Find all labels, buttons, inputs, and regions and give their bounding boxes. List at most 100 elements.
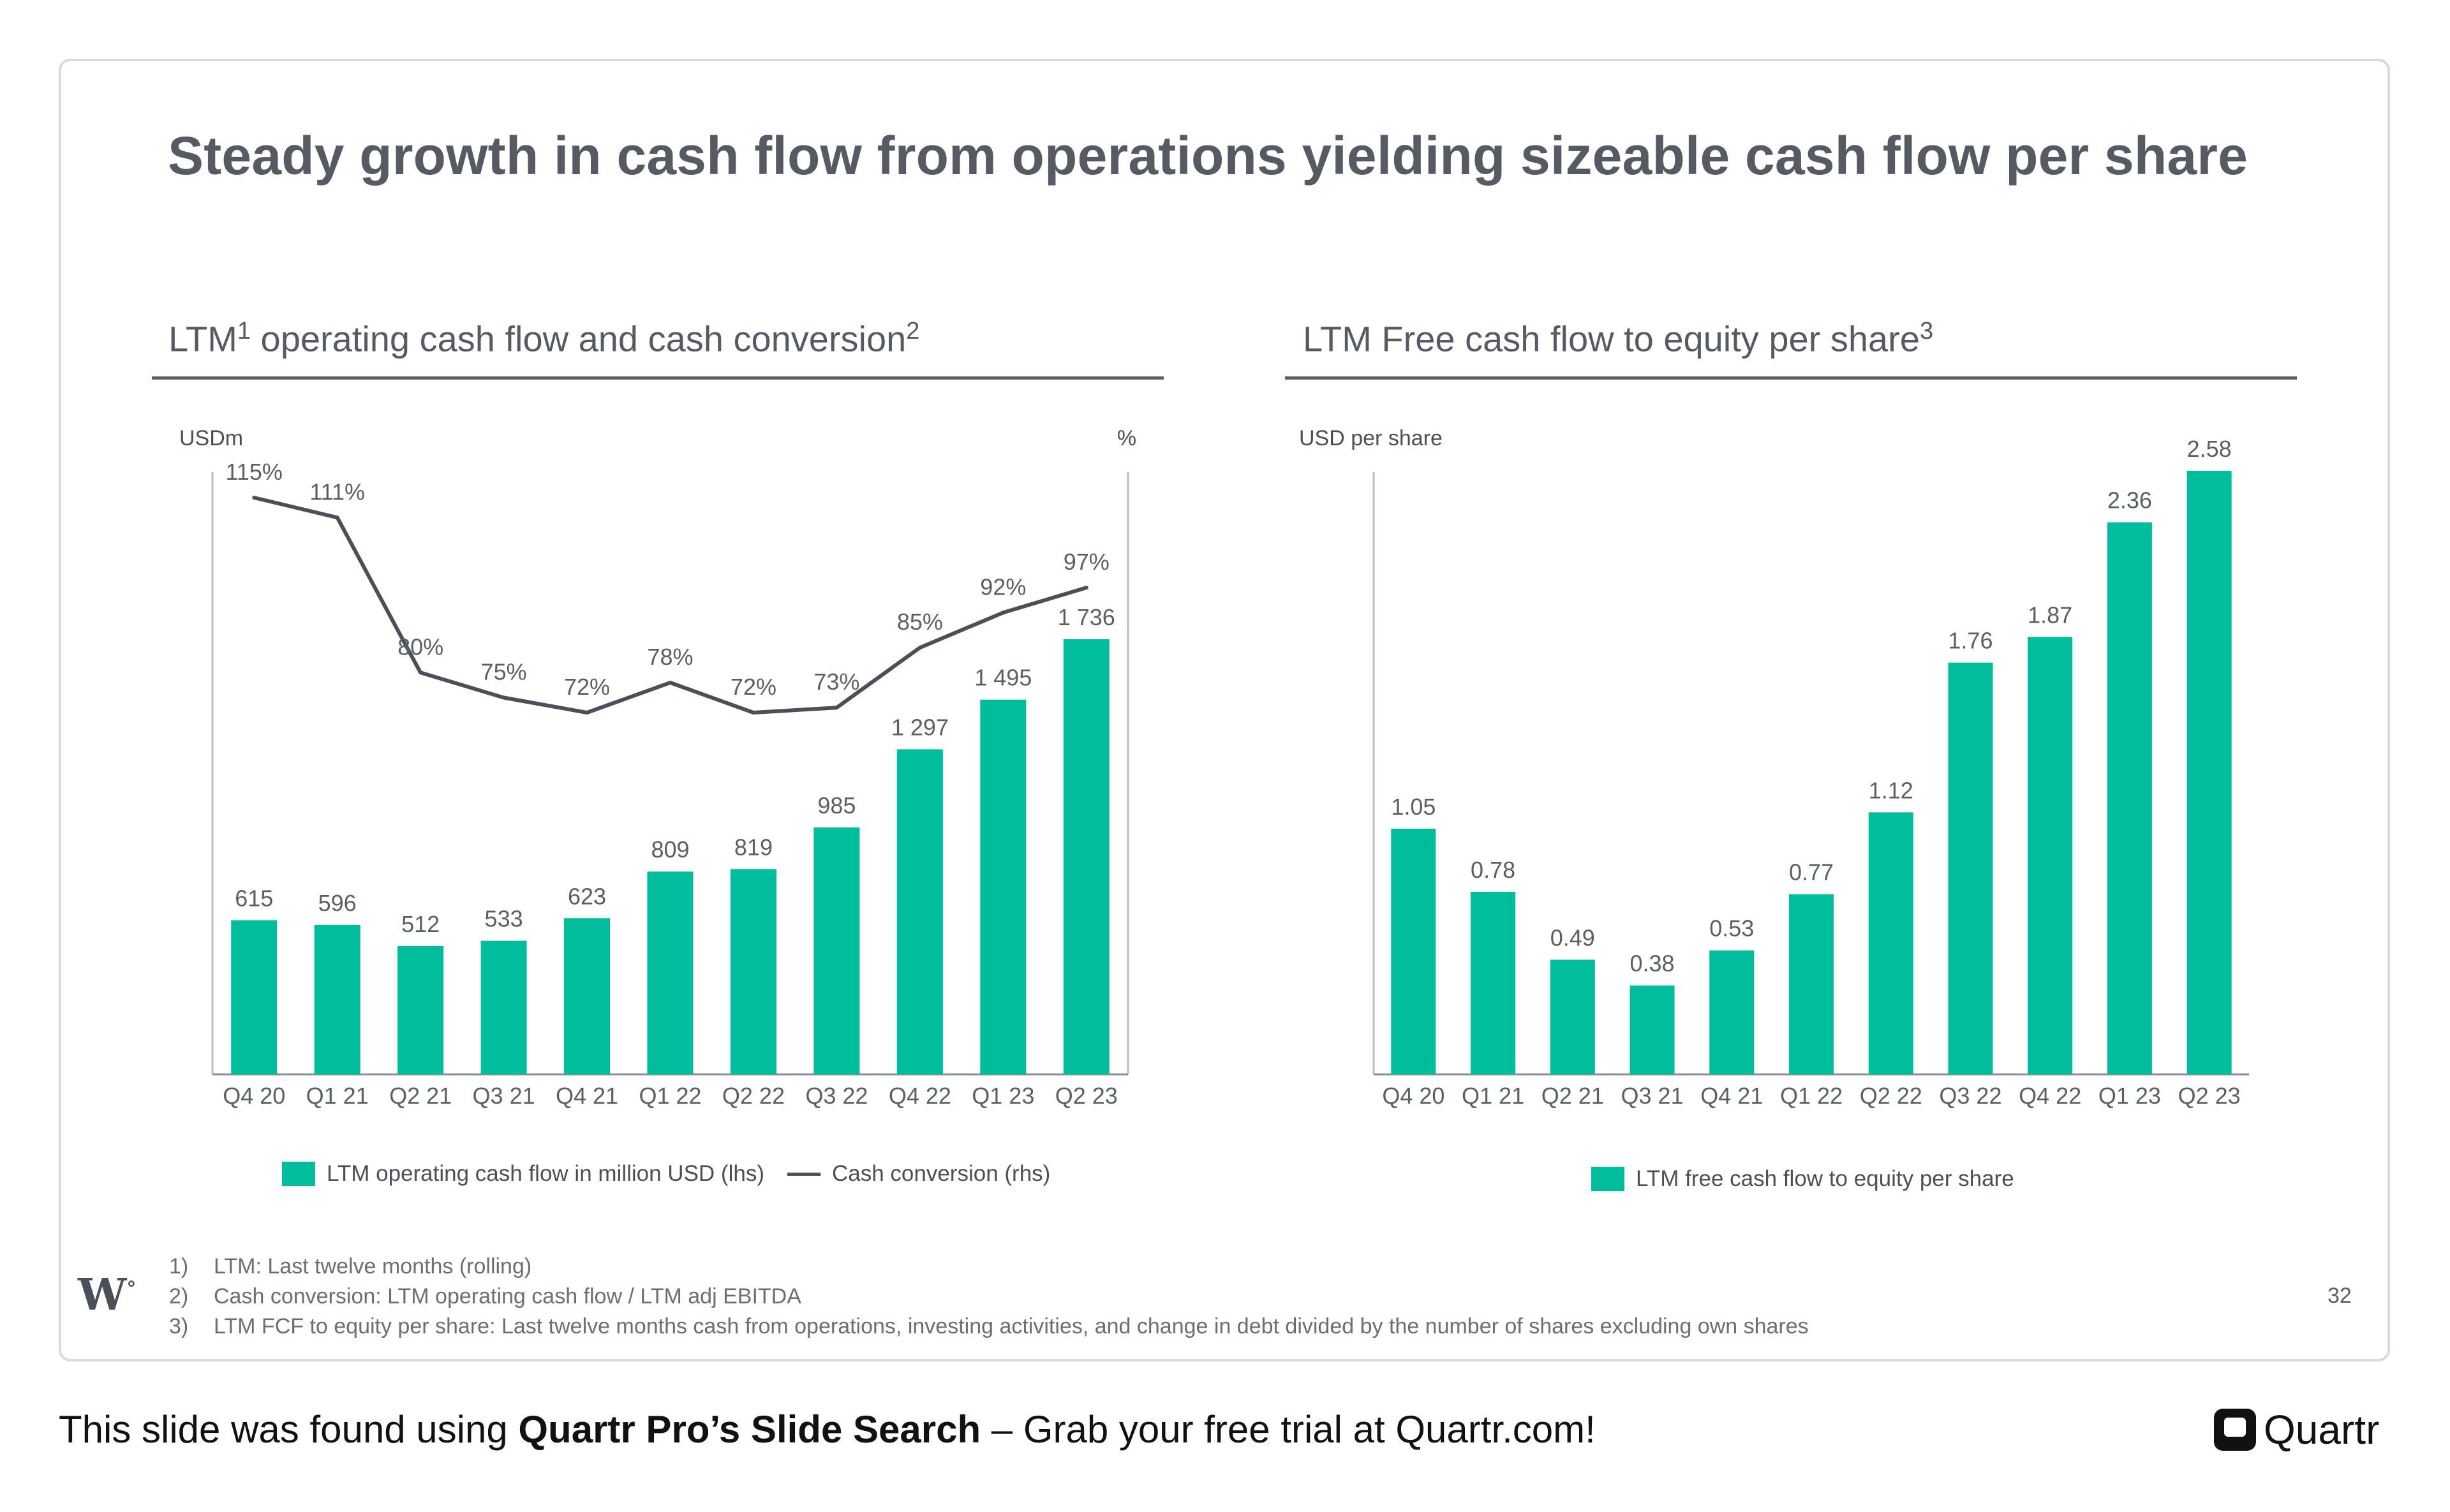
slide-title: Steady growth in cash flow from operatio… (168, 126, 2248, 186)
x-tick-label: Q3 21 (473, 1083, 535, 1109)
legend-line-swatch (787, 1172, 820, 1176)
footnote: 1) LTM: Last twelve months (rolling) (169, 1254, 532, 1279)
bar-value-label: 512 (401, 911, 440, 937)
bar-value-label: 1.05 (1391, 794, 1436, 820)
x-tick-label: Q4 21 (556, 1083, 618, 1109)
line-value-label: 111% (309, 478, 365, 505)
x-tick-label: Q1 21 (306, 1083, 369, 1109)
right-chart-unit: USD per share (1299, 426, 1443, 450)
line-point (1084, 586, 1088, 590)
bar (1630, 985, 1675, 1074)
line-point (835, 706, 839, 710)
bar-value-label: 533 (485, 906, 523, 932)
bar-value-label: 2.58 (2187, 436, 2232, 462)
line-point (419, 671, 423, 675)
line-point (252, 496, 256, 500)
footnotes: 1) LTM: Last twelve months (rolling) 2) Ca… (169, 1252, 1809, 1342)
bar (1948, 662, 1993, 1074)
x-tick-label: Q4 20 (223, 1083, 285, 1109)
left-axis-unit: USDm (179, 426, 243, 450)
left-chart-heading: LTM1 operating cash flow and cash conver… (168, 318, 920, 359)
quartr-icon (2214, 1409, 2256, 1451)
bar (2107, 522, 2152, 1074)
legend-bar-label-right: LTM free cash flow to equity per share (1636, 1166, 2014, 1191)
legend-line-label: Cash conversion (rhs) (831, 1161, 1051, 1186)
bar (231, 920, 278, 1074)
x-tick-label: Q1 22 (1780, 1083, 1843, 1109)
bar-value-label: 615 (235, 885, 273, 911)
bar (2186, 471, 2232, 1074)
line-point (751, 711, 755, 715)
x-tick-label: Q3 21 (1621, 1083, 1684, 1109)
line-value-label: 78% (647, 644, 693, 670)
bar (896, 749, 943, 1074)
bar-value-label: 1 495 (974, 665, 1032, 691)
x-tick-label: Q3 22 (805, 1083, 868, 1109)
line-point (1001, 611, 1006, 615)
left-legend: LTM operating cash flow in million USD (… (282, 1161, 1050, 1187)
left-heading-rule (152, 376, 1164, 380)
bar-value-label: 596 (318, 890, 357, 916)
line-value-label: 72% (731, 674, 776, 700)
line-point (585, 711, 590, 715)
bar-value-label: 1.76 (1948, 628, 1993, 654)
bar-value-label: 0.78 (1471, 857, 1515, 883)
line-value-label: 73% (813, 669, 859, 695)
quartr-logo[interactable]: Quartr (2214, 1406, 2379, 1453)
right-axis-unit: % (1117, 426, 1136, 450)
line-value-label: 75% (481, 658, 527, 685)
x-tick-label: Q2 21 (1541, 1083, 1604, 1109)
bar (1471, 892, 1516, 1074)
x-tick-label: Q4 22 (889, 1083, 951, 1109)
bar (1789, 894, 1834, 1074)
x-tick-label: Q2 22 (722, 1083, 785, 1109)
right-heading-rule (1285, 376, 2297, 380)
line-value-label: 115% (226, 459, 283, 485)
bar (314, 924, 360, 1074)
bar-value-label: 623 (568, 883, 606, 909)
bar (397, 945, 444, 1074)
page-number: 32 (2328, 1284, 2352, 1308)
x-tick-label: Q4 22 (2019, 1083, 2081, 1109)
x-tick-label: Q2 23 (2178, 1083, 2241, 1109)
promo-banner: This slide was found using Quartr Pro’s … (59, 1408, 1596, 1451)
bar (2028, 637, 2073, 1074)
line-value-label: 72% (564, 674, 610, 700)
x-tick-label: Q3 22 (1939, 1083, 2001, 1109)
bar-value-label: 1 297 (891, 714, 949, 740)
bar (980, 699, 1027, 1074)
bar-value-label: 1 736 (1058, 604, 1115, 630)
bar (1709, 950, 1755, 1074)
bar-value-label: 2.36 (2107, 487, 2152, 514)
x-tick-label: Q2 22 (1860, 1083, 1922, 1109)
legend-bar-swatch-right (1591, 1167, 1624, 1191)
cash-conversion-line (253, 496, 1087, 715)
bar (1550, 960, 1595, 1074)
right-legend: LTM free cash flow to equity per share (1591, 1166, 2014, 1192)
line-point (917, 646, 922, 650)
x-tick-label: Q2 21 (389, 1083, 452, 1109)
line-value-label: 92% (980, 574, 1026, 600)
bar-value-label: 1.87 (2028, 602, 2072, 628)
x-tick-label: Q1 21 (1462, 1083, 1524, 1109)
line-value-label: 85% (897, 609, 943, 635)
bar-value-label: 0.38 (1630, 951, 1675, 977)
x-tick-label: Q1 23 (972, 1083, 1034, 1109)
legend-bar-label: LTM operating cash flow in million USD (… (327, 1161, 764, 1186)
company-logo: W° (78, 1270, 137, 1321)
bar (1868, 812, 1913, 1074)
line-value-label: 80% (397, 634, 443, 660)
bar-value-label: 0.77 (1789, 859, 1834, 886)
bar-value-label: 0.49 (1550, 924, 1595, 951)
footnote: 3) LTM FCF to equity per share: Last twel… (169, 1314, 1809, 1338)
x-tick-label: Q1 22 (639, 1083, 701, 1109)
x-tick-label: Q4 20 (1382, 1083, 1444, 1109)
bar (480, 940, 527, 1074)
line-value-label: 97% (1064, 549, 1110, 575)
line-point (335, 515, 339, 520)
bar (647, 871, 694, 1074)
bar-value-label: 0.53 (1709, 915, 1754, 942)
bar (1063, 639, 1110, 1074)
footnote: 2) Cash conversion: LTM operating cash fl… (169, 1284, 801, 1308)
